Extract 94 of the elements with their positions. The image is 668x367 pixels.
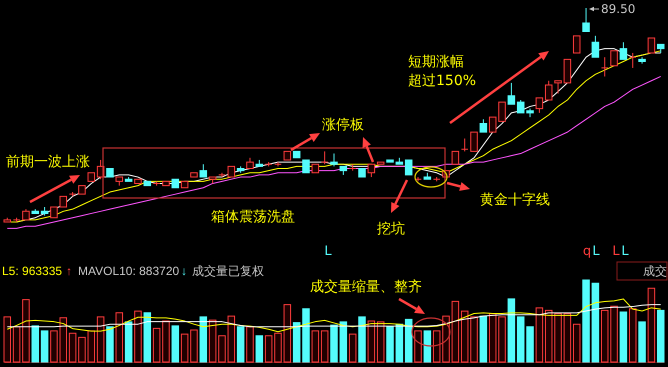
bar (414, 330, 422, 362)
bar (144, 312, 152, 362)
annotation: 黄金十字线 (480, 192, 550, 208)
candlestick (480, 118, 488, 133)
bar (256, 335, 264, 362)
annotation: 挖坑 (377, 221, 405, 237)
bar (638, 321, 646, 362)
candlestick (536, 97, 544, 114)
candlestick (228, 166, 236, 178)
candlestick (22, 208, 30, 220)
bar (620, 311, 628, 362)
bar (124, 321, 132, 362)
candlestick (610, 50, 618, 66)
bar (404, 318, 412, 362)
bar (4, 316, 12, 362)
bar (628, 308, 636, 362)
bar (60, 317, 68, 362)
candlestick (330, 153, 338, 167)
bar (228, 316, 236, 362)
candlestick (620, 42, 628, 60)
candlestick (498, 102, 506, 122)
bar (376, 321, 384, 362)
bar (50, 330, 58, 362)
annotation: 涨停板 (322, 117, 364, 133)
candlestick (544, 80, 552, 101)
bar (480, 316, 488, 362)
bar (32, 325, 40, 362)
bar (544, 310, 552, 362)
bar (470, 316, 478, 362)
text: L (592, 244, 600, 259)
candlestick (60, 196, 68, 208)
text: ↓ (181, 264, 187, 278)
candlestick (460, 138, 468, 152)
annotation: 短期涨幅 (408, 54, 464, 70)
bar (508, 298, 516, 362)
annotation: 前期一波上涨 (6, 154, 90, 170)
bar (488, 313, 496, 362)
candlestick (572, 35, 580, 54)
bar (536, 307, 544, 362)
text: MAVOL10: 883720 (78, 264, 180, 278)
candlestick (452, 150, 460, 165)
candlestick (470, 132, 478, 152)
bar (432, 330, 440, 362)
bar (88, 330, 96, 362)
candlestick (368, 164, 376, 178)
bar (358, 316, 366, 362)
bar (610, 306, 618, 362)
bar (656, 310, 664, 362)
candlestick (50, 206, 58, 218)
text: L5: 963335 (2, 264, 62, 278)
text: ↑ (66, 264, 72, 278)
text: L (621, 244, 630, 259)
bar (572, 324, 580, 362)
bar (648, 288, 656, 362)
bar (312, 330, 320, 362)
candlestick (516, 100, 524, 114)
candlestick (592, 35, 600, 58)
annotation: 89.50 (601, 2, 636, 16)
text: q (582, 244, 592, 259)
bar (246, 326, 254, 362)
candlestick (200, 164, 208, 178)
bar (516, 316, 524, 362)
text: 成交量已复权 (192, 264, 264, 278)
bar (600, 310, 608, 362)
text: 成交 (643, 264, 667, 278)
candlestick (648, 37, 656, 54)
candlestick (628, 52, 636, 68)
candlestick (302, 159, 310, 174)
annotation: 超过150% (408, 73, 476, 89)
candlestick (320, 150, 328, 165)
bar (116, 312, 124, 362)
candlestick (404, 159, 412, 176)
bar (106, 326, 114, 362)
text: L (324, 244, 332, 259)
candlestick (508, 82, 516, 105)
bar (348, 334, 356, 362)
bar (172, 325, 180, 362)
text: L (612, 244, 620, 259)
bar (96, 316, 104, 362)
annotation: 箱体震荡洗盘 (211, 209, 295, 225)
bar (40, 330, 48, 362)
bar (368, 320, 376, 362)
bar (134, 310, 142, 362)
bar (236, 326, 244, 362)
bar (526, 326, 534, 362)
bar (460, 310, 468, 362)
candlestick (246, 157, 254, 169)
candlestick (600, 56, 608, 77)
bar (424, 330, 432, 362)
annotation: 成交量缩量、整齐 (310, 279, 422, 295)
bar (498, 316, 506, 362)
bar (200, 316, 208, 362)
candlestick (488, 116, 496, 133)
bar (320, 330, 328, 362)
